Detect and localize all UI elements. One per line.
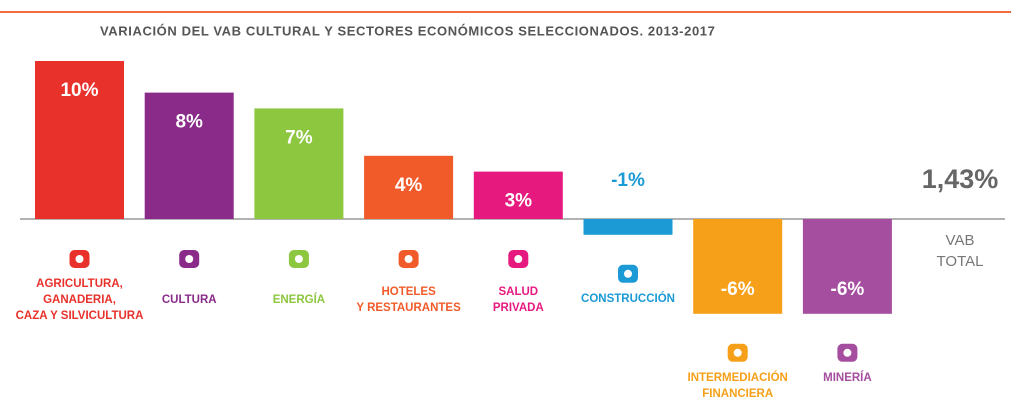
category-label: Y RESTAURANTES — [356, 302, 461, 314]
value-label: -6% — [721, 279, 755, 300]
total-name: VAB — [946, 232, 975, 249]
bar — [693, 219, 783, 314]
value-label: -1% — [611, 170, 645, 191]
category-icon-dot — [75, 255, 84, 263]
category-label: GANADERIA, — [43, 294, 116, 306]
bar — [254, 108, 344, 219]
bar — [583, 219, 673, 235]
total-name: TOTAL — [937, 253, 984, 270]
category-icon-dot — [294, 255, 303, 263]
category-label: FINANCIERA — [702, 388, 773, 400]
category-label: CONSTRUCCIÓN — [581, 292, 675, 305]
category-label: SALUD — [498, 286, 538, 298]
bar — [35, 61, 124, 219]
value-label: 4% — [395, 175, 423, 196]
chart-title: VARIACIÓN DEL VAB CULTURAL Y SECTORES EC… — [100, 23, 715, 38]
bar — [473, 171, 563, 219]
total-value: 1,43% — [922, 164, 999, 194]
value-label: 8% — [175, 112, 203, 133]
category-label: ENERGÍA — [273, 293, 325, 306]
category-icon-dot — [624, 269, 632, 278]
value-label: 3% — [505, 191, 533, 212]
category-label: AGRICULTURA, — [36, 278, 123, 290]
category-label: MINERÍA — [823, 371, 872, 384]
value-label: 10% — [60, 80, 98, 101]
category-label: CULTURA — [162, 294, 217, 306]
category-icon-dot — [404, 255, 413, 263]
top-rule — [0, 11, 1011, 13]
value-label: 7% — [285, 127, 313, 148]
category-label: PRIVADA — [493, 302, 544, 314]
bar — [802, 219, 892, 314]
category-icon-dot — [843, 348, 852, 357]
category-label: HOTELES — [381, 286, 436, 298]
bar — [364, 155, 454, 219]
bar — [144, 92, 234, 219]
category-icon-dot — [733, 348, 742, 357]
category-label: CAZA Y SILVICULTURA — [16, 310, 144, 322]
category-icon-dot — [185, 255, 194, 263]
category-label: INTERMEDIACIÓN — [688, 371, 788, 384]
value-label: -6% — [831, 279, 865, 300]
category-icon-dot — [514, 255, 523, 263]
